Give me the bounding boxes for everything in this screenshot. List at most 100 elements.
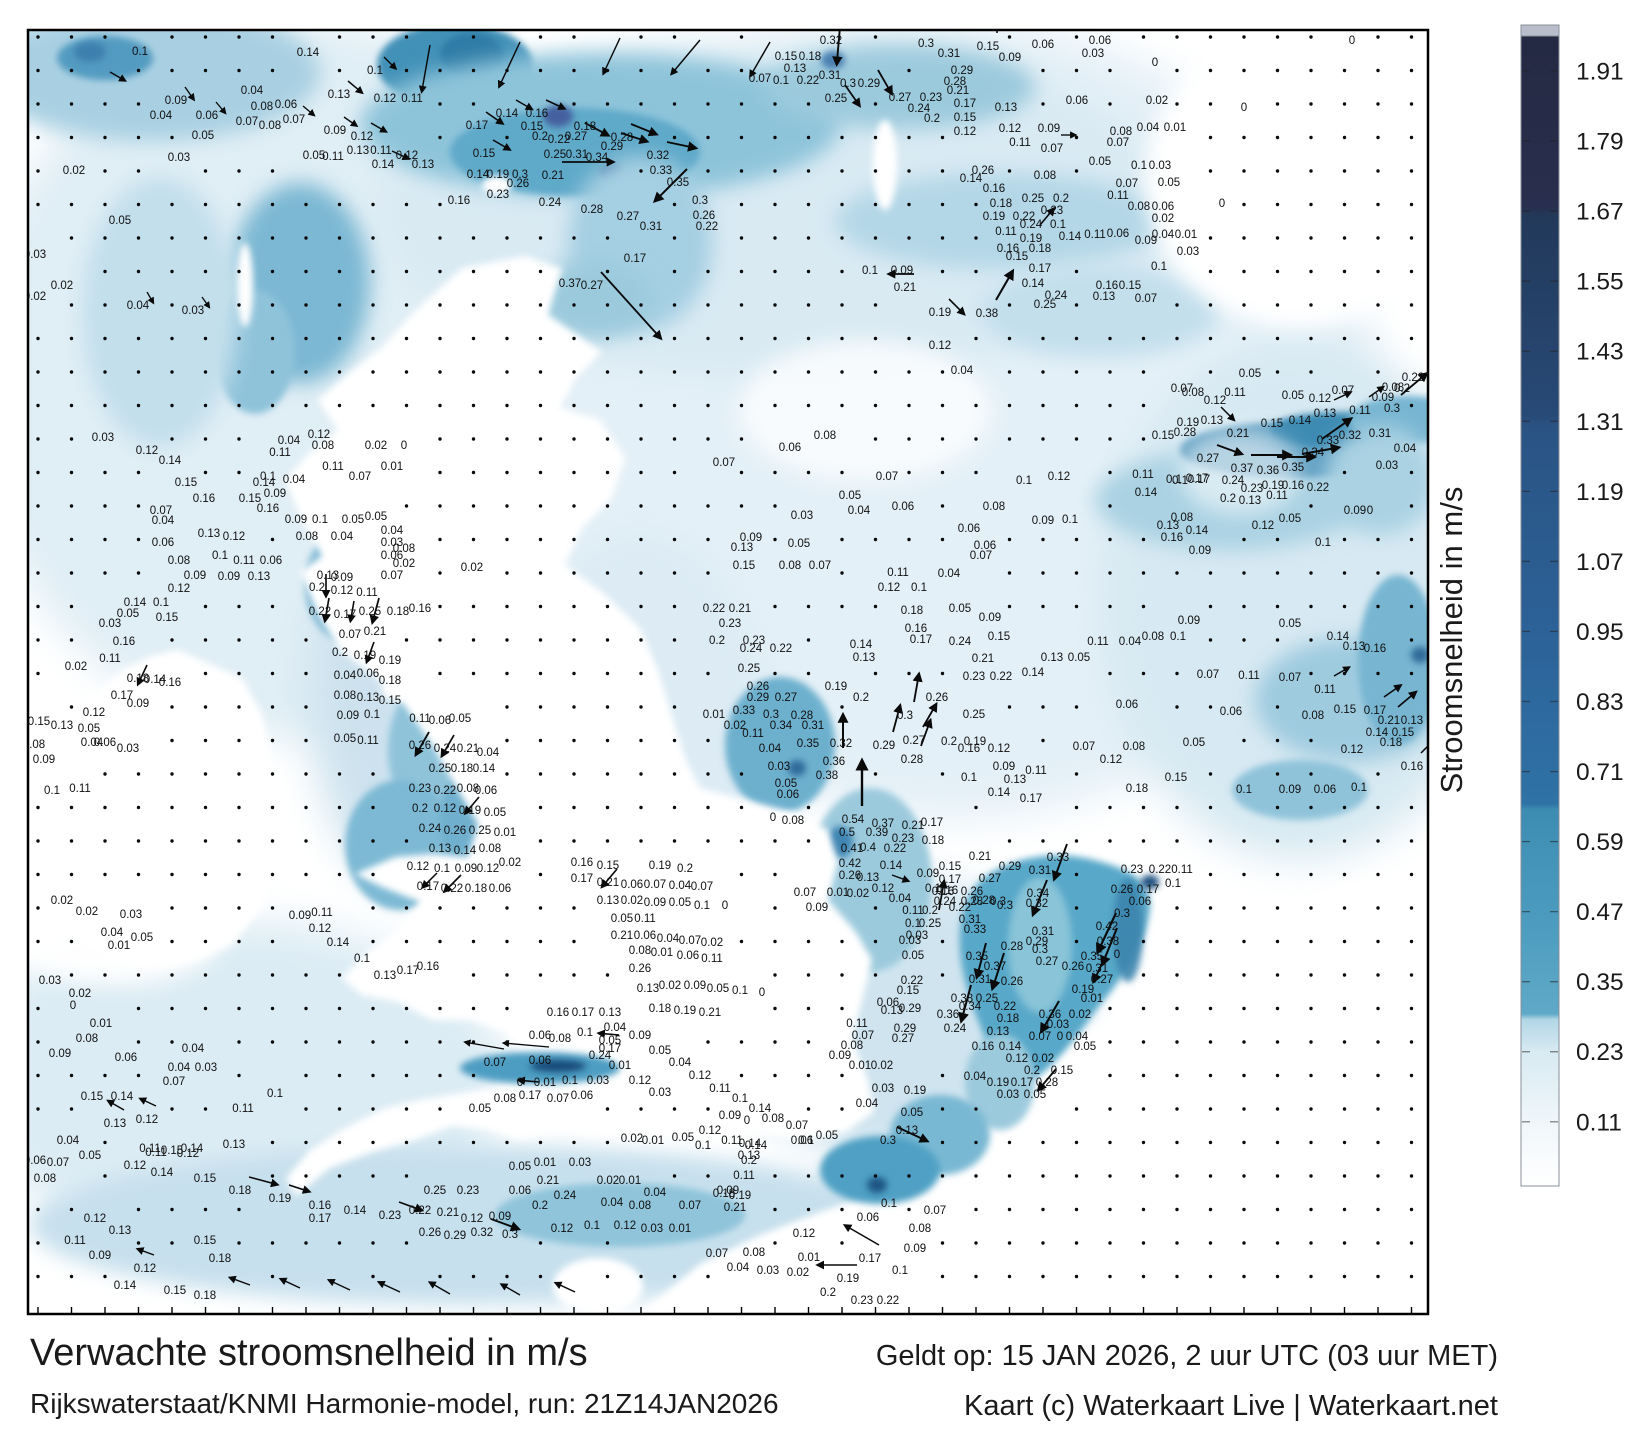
- svg-text:0.1: 0.1: [260, 471, 276, 483]
- svg-text:0.1: 0.1: [881, 1198, 897, 1210]
- svg-text:0.06: 0.06: [196, 110, 218, 122]
- svg-text:0.14: 0.14: [960, 173, 983, 185]
- svg-text:0.08: 0.08: [1171, 512, 1193, 524]
- svg-text:0.09: 0.09: [165, 95, 187, 107]
- svg-text:0.25: 0.25: [976, 993, 998, 1005]
- svg-text:0.13: 0.13: [637, 983, 659, 995]
- svg-text:0.12: 0.12: [629, 1075, 651, 1087]
- svg-text:0.11: 0.11: [1087, 636, 1109, 648]
- svg-text:0.23: 0.23: [409, 783, 431, 795]
- svg-text:0.22: 0.22: [877, 1295, 899, 1307]
- svg-text:0.04: 0.04: [938, 568, 961, 580]
- svg-text:0.05: 0.05: [775, 778, 797, 790]
- svg-text:0.05: 0.05: [365, 511, 387, 523]
- svg-text:0.19: 0.19: [904, 1085, 926, 1097]
- svg-text:0.06: 0.06: [275, 99, 297, 111]
- svg-text:0.13: 0.13: [896, 1125, 918, 1137]
- svg-text:0.12: 0.12: [136, 445, 158, 457]
- colorbar-tick-label: 1.43: [1576, 339, 1624, 366]
- svg-text:0.15: 0.15: [1006, 251, 1028, 263]
- svg-text:0.05: 0.05: [788, 538, 810, 550]
- svg-text:0.15: 0.15: [521, 121, 543, 133]
- svg-text:0.07: 0.07: [706, 1248, 728, 1260]
- svg-text:0.05: 0.05: [79, 1150, 101, 1162]
- svg-text:0.1: 0.1: [212, 550, 228, 562]
- svg-text:0.25: 0.25: [738, 663, 760, 675]
- svg-text:0.17: 0.17: [466, 120, 488, 132]
- svg-text:0.16: 0.16: [409, 603, 431, 615]
- svg-text:0.17: 0.17: [334, 609, 356, 621]
- svg-text:0.11: 0.11: [401, 93, 423, 105]
- svg-text:0.16: 0.16: [905, 623, 927, 635]
- svg-text:0.13: 0.13: [995, 102, 1017, 114]
- svg-text:0.17: 0.17: [397, 965, 419, 977]
- svg-text:0.17: 0.17: [1029, 263, 1051, 275]
- land-ireland: [60, 650, 278, 968]
- svg-text:0.06: 0.06: [877, 997, 899, 1009]
- svg-text:0.04: 0.04: [604, 1022, 627, 1034]
- colorbar-axis-label: Stroomsnelheid in m/s: [1434, 487, 1469, 794]
- svg-text:0.01: 0.01: [90, 1018, 112, 1030]
- svg-text:0.03: 0.03: [1047, 1019, 1069, 1031]
- svg-text:0.13: 0.13: [731, 542, 753, 554]
- svg-text:0.11: 0.11: [69, 783, 91, 795]
- svg-text:0.18: 0.18: [465, 883, 487, 895]
- svg-text:0.02: 0.02: [461, 562, 483, 574]
- svg-text:0.05: 0.05: [611, 913, 633, 925]
- svg-text:0.17: 0.17: [1364, 705, 1386, 717]
- svg-text:0.14: 0.14: [151, 1167, 174, 1179]
- svg-text:0.28: 0.28: [1174, 427, 1196, 439]
- svg-text:0.09: 0.09: [719, 1110, 741, 1122]
- svg-text:0.12: 0.12: [988, 743, 1010, 755]
- svg-text:0.03: 0.03: [120, 909, 142, 921]
- svg-text:0.06: 0.06: [779, 442, 801, 454]
- land-great-britain: [285, 256, 874, 1196]
- svg-text:0.09: 0.09: [49, 1048, 71, 1060]
- svg-text:0.04: 0.04: [127, 300, 150, 312]
- svg-text:0.31: 0.31: [1086, 963, 1108, 975]
- svg-text:0.11: 0.11: [322, 151, 344, 163]
- svg-text:0.01: 0.01: [619, 1175, 641, 1187]
- svg-text:0.29: 0.29: [1026, 936, 1048, 948]
- svg-text:0.22: 0.22: [770, 643, 792, 655]
- svg-text:0.26: 0.26: [444, 825, 466, 837]
- svg-text:0.3: 0.3: [840, 78, 856, 90]
- svg-text:0.19: 0.19: [1020, 233, 1042, 245]
- svg-text:0.18: 0.18: [1380, 737, 1402, 749]
- svg-text:0.18: 0.18: [574, 121, 596, 133]
- svg-text:0.24: 0.24: [944, 1023, 967, 1035]
- svg-text:0.15: 0.15: [161, 1145, 183, 1157]
- svg-text:0.05: 0.05: [901, 1107, 923, 1119]
- svg-text:0.22: 0.22: [884, 843, 906, 855]
- svg-text:0.09: 0.09: [829, 1050, 851, 1062]
- svg-text:0.24: 0.24: [740, 643, 763, 655]
- svg-text:0.18: 0.18: [209, 1253, 231, 1265]
- svg-text:0: 0: [1057, 1031, 1063, 1043]
- svg-text:0.12: 0.12: [309, 923, 331, 935]
- copyright-text: Kaart (c) Waterkaart Live | Waterkaart.n…: [964, 1390, 1498, 1422]
- colorbar-tick-label: 0.83: [1576, 689, 1624, 716]
- svg-text:0.14: 0.14: [1289, 415, 1312, 427]
- svg-text:0.11: 0.11: [1224, 387, 1246, 399]
- svg-text:0.17: 0.17: [939, 874, 961, 886]
- svg-text:0.12: 0.12: [929, 340, 951, 352]
- svg-text:0.29: 0.29: [894, 1023, 916, 1035]
- svg-text:0.06: 0.06: [94, 737, 116, 749]
- svg-text:0.25: 0.25: [963, 709, 985, 721]
- svg-text:0.15: 0.15: [194, 1173, 216, 1185]
- svg-text:0.33: 0.33: [650, 165, 672, 177]
- svg-text:0.09: 0.09: [285, 514, 307, 526]
- svg-text:0.17: 0.17: [571, 873, 593, 885]
- svg-text:0.23: 0.23: [743, 635, 765, 647]
- svg-text:0.19: 0.19: [983, 211, 1005, 223]
- svg-text:0.23: 0.23: [457, 1185, 479, 1197]
- svg-text:0.14: 0.14: [850, 639, 873, 651]
- svg-text:0.01: 0.01: [849, 1060, 871, 1072]
- svg-text:0.08: 0.08: [479, 843, 501, 855]
- svg-text:0.16: 0.16: [309, 1200, 331, 1212]
- svg-text:0.29: 0.29: [899, 1003, 921, 1015]
- svg-text:0.03: 0.03: [768, 761, 790, 773]
- svg-text:0.14: 0.14: [473, 763, 496, 775]
- svg-text:0.18: 0.18: [379, 675, 401, 687]
